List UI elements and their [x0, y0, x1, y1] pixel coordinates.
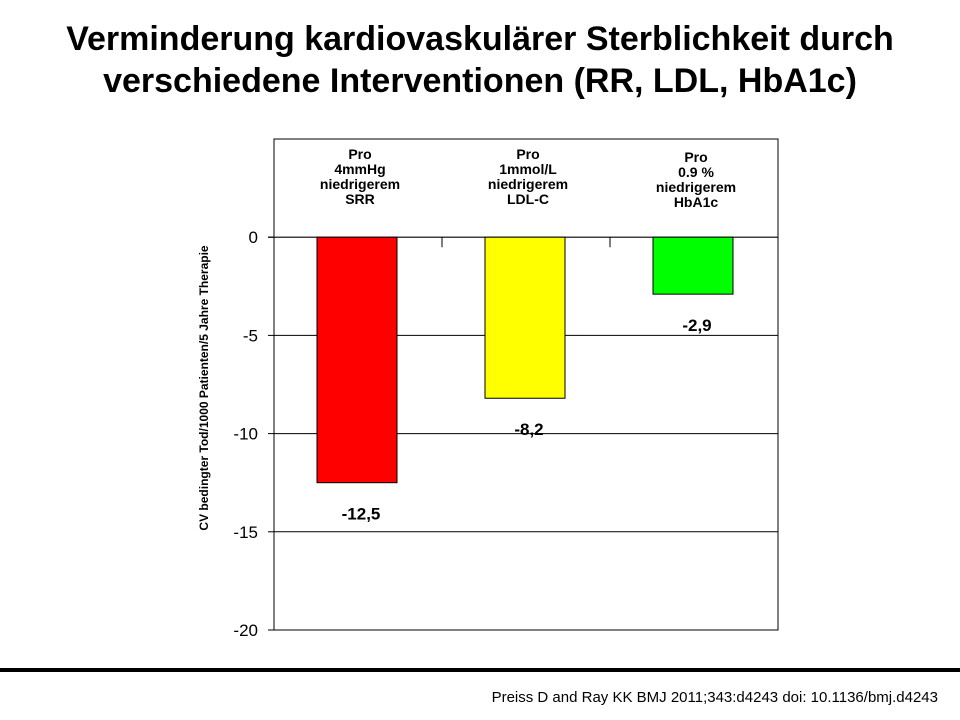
category-label: 0.9 % [678, 164, 714, 180]
category-label: LDL-C [507, 191, 549, 207]
slide-title: Verminderung kardiovaskulärer Sterblichk… [0, 18, 960, 102]
category-label: Pro [684, 149, 707, 165]
y-tick-label: -10 [233, 425, 258, 444]
bar [316, 236, 398, 484]
bar [652, 236, 734, 295]
y-tick-label: 0 [249, 228, 258, 247]
slide-title-line-1: Verminderung kardiovaskulärer Sterblichk… [66, 20, 894, 58]
category-label: niedrigerem [488, 176, 568, 192]
y-tick-label: -20 [233, 621, 258, 640]
category-label: SRR [345, 191, 375, 207]
category-label: Pro [348, 146, 371, 162]
category-label: HbA1c [674, 194, 719, 210]
category-label: 4mmHg [334, 161, 385, 177]
data-label: -2,9 [682, 316, 711, 335]
citation: Preiss D and Ray KK BMJ 2011;343:d4243 d… [491, 689, 938, 706]
slide-title-line-2: verschiedene Interventionen (RR, LDL, Hb… [103, 62, 857, 100]
y-tick-label: -5 [243, 326, 258, 345]
category-label: 1mmol/L [499, 161, 557, 177]
category-label: Pro [516, 146, 539, 162]
category-label: niedrigerem [320, 176, 400, 192]
category-label: niedrigerem [656, 179, 736, 195]
y-tick-label: -15 [233, 523, 258, 542]
y-axis-label: CV bedingter Tod/1000 Patienten/5 Jahre … [197, 245, 211, 531]
bottom-divider [0, 668, 960, 672]
plot-area-border [273, 138, 779, 631]
data-label: -12,5 [342, 505, 381, 524]
data-label: -8,2 [514, 420, 543, 439]
bar [484, 236, 566, 399]
